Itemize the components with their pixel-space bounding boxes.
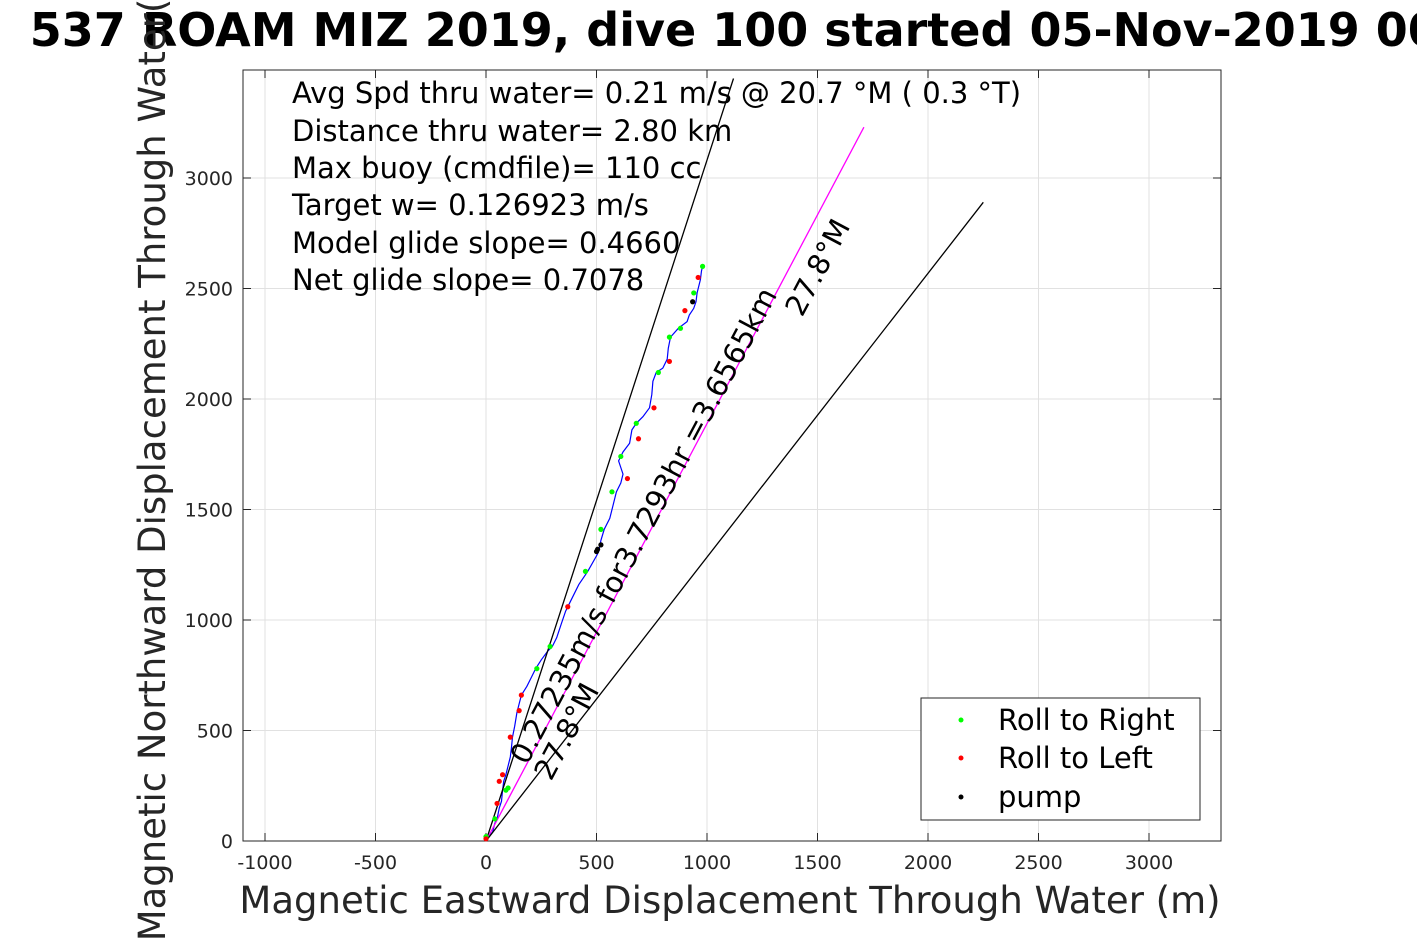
marker-roll-to-left [507, 734, 513, 740]
marker-roll-to-right [534, 666, 540, 672]
x-tick-label: 2500 [1014, 852, 1062, 874]
legend-marker-pump [958, 794, 964, 800]
legend-label-roll-left: Roll to Left [998, 741, 1153, 775]
marker-roll-to-right [633, 420, 639, 426]
x-tick-label: 1000 [683, 852, 731, 874]
legend-marker-roll-left [958, 755, 964, 761]
marker-roll-to-left [635, 436, 642, 442]
legend: Roll to Right Roll to Left pump [920, 697, 1201, 821]
axis-ticks: -1000 -500 0 500 1000 1500 2000 2500 3000 0 500 100… [185, 70, 1221, 874]
x-tick-label: -1000 [237, 852, 292, 874]
marker-roll-to-right [677, 325, 684, 331]
x-axis-label: Magnetic Eastward Displacement Through W… [239, 879, 1220, 922]
legend-label-roll-right: Roll to Right [998, 703, 1175, 737]
marker-roll-to-left [565, 604, 571, 610]
plot-frame [242, 69, 1222, 842]
stats-block: Avg Spd thru water= 0.21 m/s @ 20.7 °M (… [291, 76, 1021, 297]
x-tick-label: 0 [480, 852, 492, 874]
stat-target-w: Target w= 0.126923 m/s [291, 188, 649, 222]
marker-roll-to-left [494, 800, 500, 807]
marker-roll-to-right [618, 453, 624, 460]
marker-roll-to-right [691, 290, 697, 296]
marker-roll-to-left [496, 778, 502, 784]
marker-roll-to-left [499, 772, 506, 778]
marker-roll-to-right [547, 643, 553, 650]
marker-pump [595, 546, 601, 552]
stat-avg-speed: Avg Spd thru water= 0.21 m/s @ 20.7 °M (… [292, 76, 1021, 110]
x-tick-label: 2000 [904, 852, 952, 874]
y-tick-label: 1000 [185, 610, 233, 632]
y-tick-label: 3000 [185, 168, 233, 190]
y-tick-label: 0 [221, 831, 233, 853]
grid [243, 70, 1221, 842]
stat-max-buoy: Max buoy (cmdfile)= 110 cc [292, 151, 701, 185]
marker-roll-to-left [516, 708, 522, 714]
marker-roll-to-left [624, 475, 631, 482]
marker-roll-to-left [666, 358, 673, 365]
x-tick-label: 1500 [793, 852, 841, 874]
marker-roll-to-right [503, 787, 509, 793]
y-tick-label: 2500 [185, 279, 233, 301]
series-heading-line-center [485, 126, 865, 842]
series-heading-line-lower [485, 201, 984, 842]
marker-roll-to-right [598, 526, 604, 532]
marker-roll-to-left [651, 405, 657, 411]
marker-roll-to-left [695, 274, 701, 281]
marker-roll-to-right [666, 334, 673, 340]
y-axis-label: Magnetic Northward Displacement Through … [131, 0, 174, 941]
stat-net-glide-slope: Net glide slope= 0.7078 [292, 263, 644, 297]
marker-roll-to-left [518, 692, 524, 698]
legend-label-pump: pump [998, 780, 1081, 814]
y-tick-label: 2000 [185, 389, 233, 411]
legend-marker-roll-right [958, 717, 964, 723]
chart-markers [483, 263, 706, 842]
marker-roll-to-right [655, 369, 661, 376]
marker-roll-to-left [483, 836, 489, 842]
chart-lines [485, 78, 984, 842]
marker-roll-to-right [699, 263, 706, 269]
chart-title: 537 ROAM MIZ 2019, dive 100 started 05-N… [30, 3, 1417, 57]
legend-box [920, 697, 1201, 821]
marker-roll-to-right [609, 489, 615, 495]
stat-distance: Distance thru water= 2.80 km [292, 114, 732, 148]
stat-model-glide-slope: Model glide slope= 0.4660 [292, 226, 680, 260]
y-tick-label: 500 [197, 721, 233, 743]
marker-pump [690, 299, 696, 305]
y-tick-label: 1500 [185, 500, 233, 522]
marker-roll-to-left [682, 308, 688, 314]
x-tick-label: 500 [578, 852, 614, 874]
x-tick-label: -500 [354, 852, 397, 874]
series-heading-line-upper [485, 78, 735, 842]
x-tick-label: 3000 [1125, 852, 1173, 874]
marker-pump [598, 542, 604, 548]
marker-roll-to-right [492, 816, 498, 822]
marker-roll-to-right [582, 568, 589, 574]
